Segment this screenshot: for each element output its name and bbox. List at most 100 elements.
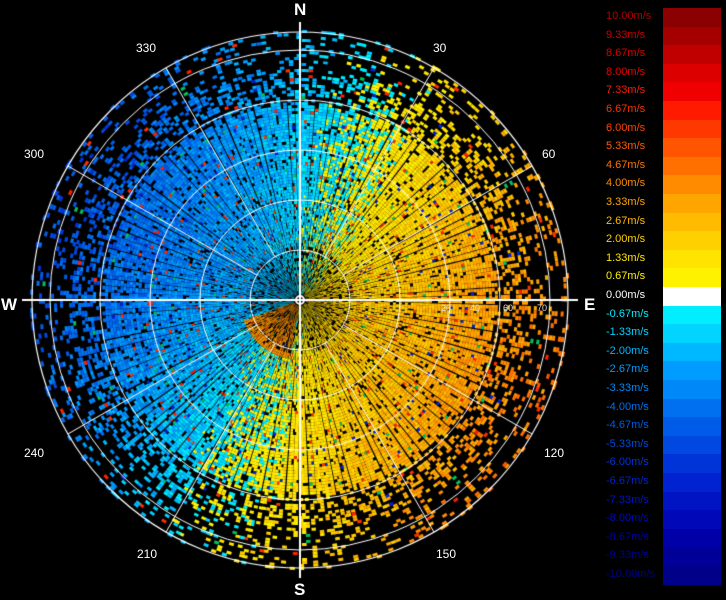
legend-entry: 9.33m/s <box>606 26 724 46</box>
legend-swatch <box>663 510 721 529</box>
legend-entry: -10.00m/s <box>606 566 724 585</box>
radar-velocity-display <box>0 0 600 600</box>
legend-entry: -3.33m/s <box>606 380 724 399</box>
legend-label: 9.33m/s <box>606 28 646 41</box>
legend-label: -4.00m/s <box>606 400 649 413</box>
legend-entry: 6.67m/s <box>606 101 724 120</box>
legend-entry: -4.00m/s <box>606 398 724 418</box>
legend-label: -2.00m/s <box>606 344 649 357</box>
legend-entry: 4.67m/s <box>606 156 724 176</box>
range-label: 40 <box>470 303 481 313</box>
legend-label: 7.33m/s <box>606 84 646 97</box>
legend-label: 8.67m/s <box>606 47 646 60</box>
legend-entry: -5.33m/s <box>606 435 724 455</box>
azimuth-label-210: 210 <box>137 547 158 561</box>
legend-swatch <box>663 454 721 473</box>
legend-swatch <box>663 547 721 566</box>
legend-entry: -2.67m/s <box>606 361 724 380</box>
legend-swatch <box>663 8 721 27</box>
legend-entry: -8.00m/s <box>606 510 724 529</box>
legend-label: -9.33m/s <box>606 549 649 562</box>
legend-label: 6.67m/s <box>606 103 646 115</box>
velocity-color-legend: 10.00m/s 9.33m/s 8.67m/s 8.00m/s 7.33m/s 6.67… <box>606 8 724 592</box>
legend-label: -8.00m/s <box>606 512 649 525</box>
legend-swatch <box>663 566 721 585</box>
azimuth-label-60: 60 <box>542 147 556 161</box>
legend-label: -2.67m/s <box>606 363 649 376</box>
legend-entry: 3.33m/s <box>606 194 724 213</box>
range-label: 70 <box>537 303 548 313</box>
azimuth-label-120: 120 <box>544 446 565 460</box>
legend-swatch <box>663 175 721 194</box>
legend-swatch <box>663 249 721 269</box>
legend-entry: -4.67m/s <box>606 417 724 436</box>
legend-swatch <box>663 26 721 46</box>
legend-swatch <box>663 156 721 176</box>
azimuth-label-240: 240 <box>24 446 45 460</box>
legend-entry: 10.00m/s <box>606 8 724 27</box>
legend-swatch <box>663 119 721 139</box>
legend-label: -8.67m/s <box>606 530 649 543</box>
legend-label: -1.33m/s <box>606 326 649 339</box>
legend-label: 0.67m/s <box>606 270 646 283</box>
legend-label: 6.00m/s <box>606 121 646 134</box>
legend-label: 3.33m/s <box>606 196 646 208</box>
legend-entry: 8.67m/s <box>606 45 724 64</box>
legend-label: -10.00m/s <box>606 568 655 580</box>
legend-label: 5.33m/s <box>606 140 646 153</box>
legend-swatch <box>663 380 721 399</box>
legend-entry: -6.00m/s <box>606 454 724 473</box>
range-label: 20 <box>441 303 452 313</box>
legend-swatch <box>663 82 721 101</box>
legend-label: 2.00m/s <box>606 233 646 246</box>
legend-label: -4.67m/s <box>606 419 649 432</box>
legend-entry: 2.00m/s <box>606 231 724 250</box>
legend-swatch <box>663 305 721 325</box>
legend-swatch <box>663 398 721 418</box>
legend-label: 1.33m/s <box>606 251 646 264</box>
legend-entry: 4.00m/s <box>606 175 724 194</box>
legend-swatch <box>663 324 721 343</box>
legend-entry: -0.67m/s <box>606 305 724 325</box>
legend-label: 10.00m/s <box>606 10 652 22</box>
legend-entry: 5.33m/s <box>606 138 724 157</box>
azimuth-label-300: 300 <box>24 147 45 161</box>
legend-label: -0.67m/s <box>606 307 649 320</box>
legend-entry: 8.00m/s <box>606 63 724 83</box>
legend-label: 2.67m/s <box>606 214 646 227</box>
legend-swatch <box>663 528 721 548</box>
legend-swatch <box>663 491 721 511</box>
legend-label: 0.00m/s <box>606 289 646 301</box>
legend-label: -3.33m/s <box>606 382 649 394</box>
legend-swatch <box>663 473 721 492</box>
legend-entry: -9.33m/s <box>606 547 724 566</box>
legend-swatch <box>663 435 721 455</box>
legend-entry: 7.33m/s <box>606 82 724 101</box>
legend-label: 4.67m/s <box>606 158 646 171</box>
range-label: 60 <box>503 303 514 313</box>
legend-label: -7.33m/s <box>606 493 649 506</box>
legend-swatch <box>663 194 721 213</box>
legend-swatch <box>663 212 721 232</box>
legend-entry: 0.67m/s <box>606 268 724 287</box>
legend-entry: -6.67m/s <box>606 473 724 492</box>
azimuth-label-30: 30 <box>433 41 447 55</box>
legend-entry: 0.00m/s <box>606 287 724 306</box>
legend-entry: 1.33m/s <box>606 249 724 269</box>
legend-swatch <box>663 342 721 362</box>
legend-label: -6.00m/s <box>606 456 649 469</box>
legend-entry: -1.33m/s <box>606 324 724 343</box>
azimuth-label-330: 330 <box>136 41 157 55</box>
legend-swatch <box>663 63 721 83</box>
legend-entry: -8.67m/s <box>606 528 724 548</box>
legend-entry: -2.00m/s <box>606 342 724 362</box>
azimuth-label-150: 150 <box>436 547 457 561</box>
north-label: N <box>294 0 307 19</box>
legend-entry: 2.67m/s <box>606 212 724 232</box>
legend-swatch <box>663 287 721 306</box>
legend-label: 8.00m/s <box>606 65 646 78</box>
legend-swatch <box>663 138 721 157</box>
south-label: S <box>294 580 306 599</box>
legend-label: -5.33m/s <box>606 437 649 450</box>
east-label: E <box>584 295 596 314</box>
